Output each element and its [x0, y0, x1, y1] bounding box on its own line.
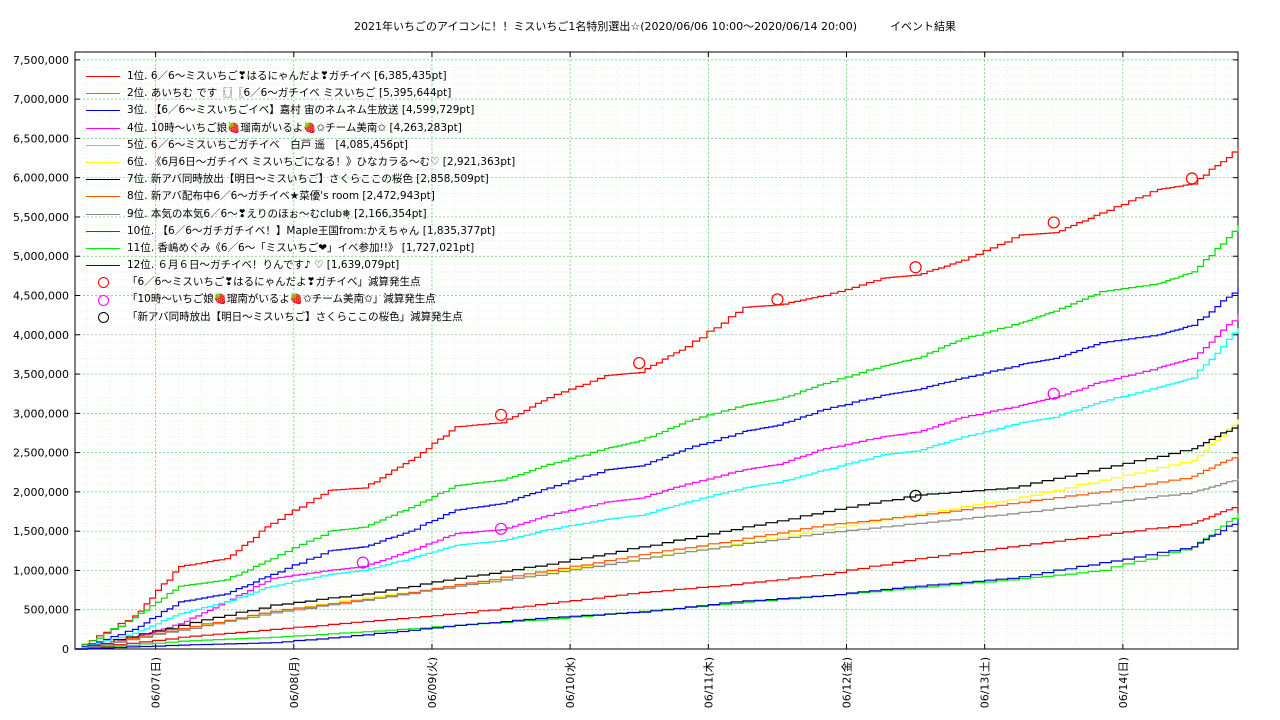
x-tick-label: 06/11(木)	[702, 657, 715, 708]
y-tick-label: 5,000,000	[13, 250, 69, 263]
series-line-10	[75, 504, 1239, 650]
x-tick-label: 06/13(土)	[979, 657, 992, 708]
legend-item: 5位. 6／6〜ミスいちごガチイベ 白戸 遥 [4,085,456pt]	[86, 137, 515, 154]
y-tick-label: 2,000,000	[13, 486, 69, 499]
y-tick-label: 5,500,000	[13, 211, 69, 224]
legend-label: 12位. ６月６日〜ガチイベ！りんです♪ ♡ [1,639,079pt]	[127, 259, 400, 272]
x-tick-label: 06/12(金)	[839, 657, 853, 708]
legend-swatch	[86, 196, 120, 198]
y-tick-label: 0	[62, 643, 69, 656]
legend-item: 4位. 10時〜いちご娘🍓瑠南がいるよ🍓✩チーム美南✩ [4,263,283pt…	[86, 120, 515, 137]
series-line-12	[75, 520, 1239, 650]
y-tick-label: 3,000,000	[13, 407, 69, 420]
reduction-marker	[1047, 387, 1060, 400]
reduction-marker	[1047, 216, 1060, 229]
legend-item: 6位. 《6月6日〜ガチイベ ミスいちごになる！》ひなカラる〜む♡ [2,921…	[86, 154, 515, 171]
x-tick-label: 06/10(水)	[564, 657, 577, 708]
legend-label: 6位. 《6月6日〜ガチイベ ミスいちごになる！》ひなカラる〜む♡ [2,921…	[127, 155, 516, 168]
y-tick-label: 6,000,000	[13, 172, 69, 185]
legend-swatch	[86, 162, 120, 164]
y-tick-label: 1,000,000	[13, 564, 69, 577]
chart-title: 2021年いちごのアイコンに！！ミスいちご1名特別選出☆(2020/06/06 …	[353, 20, 957, 33]
legend-circle-swatch	[86, 277, 120, 289]
series-line-6	[75, 419, 1239, 650]
legend-circle-swatch	[86, 311, 120, 323]
legend-item: 「6／6〜ミスいちご❣はるにゃんだよ❣ガチイベ」減算発生点	[86, 274, 515, 291]
plot-frame	[74, 51, 1239, 650]
series-group	[75, 147, 1239, 650]
legend-item: 「新アバ同時放出【明日〜ミスいちご】さくらここの桜色」減算発生点	[86, 309, 515, 326]
y-tick-label: 1,500,000	[13, 525, 69, 538]
series-line-4	[75, 314, 1239, 650]
legend-swatch	[86, 93, 120, 95]
legend-label: 3位. 【6／6〜ミスいちごイベ】嘉村 宙のネムネム生放送 [4,599,729…	[127, 104, 475, 117]
y-tick-label: 4,000,000	[13, 329, 69, 342]
legend-label: 2位. あいちむ です〖〗〖6／6〜ガチイベ ミスいちご [5,395,644p…	[127, 87, 452, 100]
y-tick-label: 2,500,000	[13, 447, 69, 460]
series-line-7	[75, 424, 1239, 650]
legend-item: 3位. 【6／6〜ミスいちごイベ】嘉村 宙のネムネム生放送 [4,599,729…	[86, 102, 515, 119]
legend-swatch	[86, 76, 120, 78]
legend: 1位. 6／6〜ミスいちご❣はるにゃんだよ❣ガチイベ [6,385,435pt]…	[86, 68, 515, 326]
y-tick-label: 7,000,000	[13, 93, 69, 106]
series-line-9	[75, 478, 1239, 650]
legend-label: 4位. 10時〜いちご娘🍓瑠南がいるよ🍓✩チーム美南✩ [4,263,283pt…	[127, 121, 462, 134]
series-line-5	[75, 328, 1239, 650]
legend-label: 7位. 新アバ同時放出【明日〜ミスいちご】さくらここの桜色 [2,858,509…	[127, 173, 489, 186]
reduction-marker	[356, 556, 369, 569]
legend-label: 8位. 新アバ配布中6／6〜ガチイベ★菜優's room [2,472,943p…	[127, 190, 435, 203]
legend-item: 12位. ６月６日〜ガチイベ！りんです♪ ♡ [1,639,079pt]	[86, 257, 515, 274]
legend-swatch	[86, 179, 120, 181]
reduction-marker	[1185, 172, 1199, 185]
legend-swatch	[86, 247, 120, 249]
reduction-marker	[909, 261, 922, 274]
x-tick-label: 06/09(火)	[426, 657, 439, 708]
legend-label: 9位. 本気の本気6／6〜❣えりのほぉ〜むclub❅̣ [2,166,354pt…	[127, 207, 427, 220]
legend-item: 8位. 新アバ配布中6／6〜ガチイベ★菜優's room [2,472,943p…	[86, 188, 515, 205]
y-axis: 0 500,000 1,000,000 1,500,000 2,000,000 2,500…	[13, 54, 1238, 656]
series-line-1	[75, 147, 1239, 650]
legend-swatch	[86, 110, 120, 112]
y-tick-label: 6,500,000	[13, 132, 69, 145]
legend-swatch	[86, 213, 120, 215]
series-line-2	[75, 225, 1239, 650]
x-axis: 06/07(日) 06/08(月) 06/09(火) 06/10(水) 06/11(木)…	[150, 52, 1130, 708]
legend-item: 2位. あいちむ です〖〗〖6／6〜ガチイベ ミスいちご [5,395,644p…	[86, 85, 515, 102]
y-tick-label: 3,500,000	[13, 368, 69, 381]
legend-swatch	[86, 230, 120, 232]
series-line-3	[75, 287, 1239, 650]
reduction-marker	[494, 522, 508, 535]
legend-label: 「10時〜いちご娘🍓瑠南がいるよ🍓✩チーム美南✩」減算発生点	[127, 293, 436, 306]
reduction-marker	[909, 489, 922, 502]
x-tick-label: 06/08(月)	[288, 657, 301, 708]
legend-item: 1位. 6／6〜ミスいちご❣はるにゃんだよ❣ガチイベ [6,385,435pt]	[86, 68, 515, 85]
legend-item: 9位. 本気の本気6／6〜❣えりのほぉ〜むclub❅̣ [2,166,354pt…	[86, 206, 515, 223]
y-tick-label: 4,500,000	[13, 290, 69, 303]
legend-label: 11位. 香嶋めぐみ《6／6〜「ミスいちご❤」イベ参加!!》 [1,727,02…	[127, 241, 475, 254]
legend-label: 「新アバ同時放出【明日〜ミスいちご】さくらここの桜色」減算発生点	[127, 310, 463, 323]
series-line-8	[75, 454, 1239, 650]
legend-label: 「6／6〜ミスいちご❣はるにゃんだよ❣ガチイベ」減算発生点	[127, 276, 421, 289]
legend-label: 1位. 6／6〜ミスいちご❣はるにゃんだよ❣ガチイベ [6,385,435pt]	[127, 70, 447, 82]
legend-item: 10位. 【6／6〜ガチガチイベ！】Maple王国from:かえちゃん [1,8…	[86, 223, 515, 240]
x-tick-label: 06/14(日)	[1117, 657, 1130, 708]
legend-swatch	[86, 127, 120, 129]
y-tick-label: 7,500,000	[13, 54, 69, 67]
legend-circle-swatch	[86, 294, 120, 306]
legend-item: 7位. 新アバ同時放出【明日〜ミスいちご】さくらここの桜色 [2,858,509…	[86, 171, 515, 188]
marker-group	[356, 172, 1199, 569]
y-tick-label: 500,000	[24, 604, 70, 617]
legend-item: 11位. 香嶋めぐみ《6／6〜「ミスいちご❤」イベ参加!!》 [1,727,02…	[86, 240, 515, 257]
reduction-marker	[771, 293, 784, 306]
legend-item: 「10時〜いちご娘🍓瑠南がいるよ🍓✩チーム美南✩」減算発生点	[86, 291, 515, 308]
reduction-marker	[633, 356, 646, 370]
reduction-marker	[494, 408, 508, 422]
x-tick-label: 06/07(日)	[150, 657, 163, 708]
legend-swatch	[86, 144, 120, 146]
legend-label: 5位. 6／6〜ミスいちごガチイベ 白戸 遥 [4,085,456pt]	[127, 138, 408, 151]
legend-label: 10位. 【6／6〜ガチガチイベ！】Maple王国from:かえちゃん [1,8…	[127, 224, 496, 237]
series-line-11	[75, 513, 1239, 650]
legend-swatch	[86, 265, 120, 267]
